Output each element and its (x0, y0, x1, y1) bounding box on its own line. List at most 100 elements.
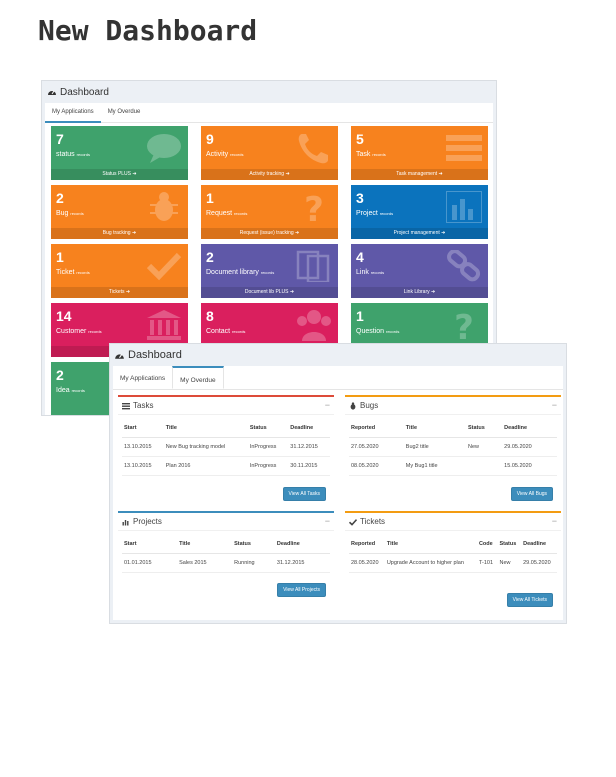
tile-footer-link[interactable]: Request (issue) tracking ➜ (201, 228, 338, 239)
bug-icon (350, 401, 356, 410)
tab-my-overdue[interactable]: My Overdue (107, 109, 141, 115)
bar-chart-icon (446, 191, 482, 223)
tile-footer-link[interactable]: Link Library ➜ (351, 287, 488, 298)
projects-table: Start Title Status Deadline 01.01.2015 Sales … (122, 535, 330, 573)
table-cell: 28.05.2020 (349, 553, 385, 573)
tile-unit: records (372, 152, 386, 157)
column-header: Deadline (274, 535, 330, 554)
app-tile[interactable]: 5 Task records Task management ➜ (351, 126, 488, 180)
table-cell: 01.01.2015 (122, 553, 178, 573)
panel-header: Tasks − (118, 397, 334, 415)
bar-chart-icon (122, 519, 129, 525)
table-row[interactable]: 01.01.2015 Sales 2015 Running 31.12.2015 (122, 553, 330, 573)
tile-footer-link[interactable]: Document lib PLUS ➜ (201, 287, 338, 298)
tab-my-applications[interactable]: My Applications (45, 103, 101, 123)
app-tile[interactable]: 7 status records Status PLUS ➜ (51, 126, 188, 180)
tile-title: Idea (56, 387, 70, 394)
tile-count: 5 (356, 131, 364, 147)
dashboard-header: Dashboard (42, 81, 496, 103)
tile-footer-label: Link Library (403, 289, 430, 295)
table-cell: New (466, 437, 503, 457)
list-icon (446, 135, 482, 161)
table-cell: Running (232, 553, 275, 573)
app-tile[interactable]: 2 Document library records Document lib PL… (201, 244, 338, 298)
table-cell: 31.12.2015 (274, 553, 330, 573)
column-header: Title (177, 535, 233, 554)
tile-footer-link[interactable]: Project management ➜ (351, 228, 488, 239)
table-cell: 31.12.2015 (288, 437, 330, 457)
app-tile[interactable]: 9 Activity records Activity tracking ➜ (201, 126, 338, 180)
table-cell: Plan 2016 (163, 456, 248, 476)
app-tile[interactable]: 2 Bug records Bug tracking ➜ (51, 185, 188, 239)
panel-header: Bugs − (345, 397, 561, 415)
tab-my-applications[interactable]: My Applications (120, 375, 166, 382)
table-row[interactable]: 08.05.2020 My Bug1 title 15.05.2020 (349, 456, 557, 476)
column-header: Start (122, 419, 164, 438)
tile-title: Bug (56, 210, 69, 217)
arrow-circle-right-icon: ➜ (132, 171, 137, 177)
collapse-icon[interactable]: − (551, 400, 557, 410)
collapse-icon[interactable]: − (551, 516, 557, 526)
tile-label: Project records (356, 210, 393, 217)
tile-unit: records (370, 270, 385, 275)
column-header: Status (497, 535, 522, 554)
table-cell: 27.05.2020 (349, 437, 404, 457)
arrow-circle-right-icon: ➜ (441, 230, 446, 236)
app-tile[interactable]: 4 Link records Link Library ➜ (351, 244, 488, 298)
tile-unit: records (88, 329, 102, 334)
tile-count: 7 (56, 131, 64, 147)
view-all-projects-button[interactable]: View All Projects (277, 583, 326, 597)
tile-count: 8 (206, 308, 214, 324)
panel-title: Projects (133, 517, 162, 526)
table-cell: T-101 (476, 553, 498, 573)
tile-footer-link[interactable]: Tickets ➜ (51, 287, 188, 298)
tile-footer-link[interactable]: Bug tracking ➜ (51, 228, 188, 239)
tile-unit: records (70, 211, 84, 216)
tile-footer-link[interactable]: Activity tracking ➜ (201, 169, 338, 180)
tile-footer-link[interactable]: Task management ➜ (351, 169, 488, 180)
table-row[interactable]: 28.05.2020 Upgrade Account to higher plan… (349, 553, 557, 573)
table-header-row: Start Title Status Deadline (122, 535, 330, 554)
table-row[interactable]: 13.10.2015 New Bug tracking model InProgre… (122, 437, 330, 457)
tile-title: Question (356, 328, 385, 335)
tile-label: Idea records (56, 387, 85, 394)
table-cell: 13.10.2015 (122, 456, 164, 476)
tile-footer-label: Task management (396, 171, 438, 177)
phone-icon (298, 134, 328, 164)
bug-icon (150, 192, 178, 221)
tab-my-overdue[interactable]: My Overdue (172, 366, 224, 389)
panel-title: Tasks (133, 401, 154, 410)
arrow-circle-right-icon: ➜ (131, 230, 137, 236)
tile-footer-link[interactable]: Status PLUS ➜ (51, 169, 188, 180)
tab-bar: My Applications My Overdue (45, 103, 493, 123)
tile-label: Request records (206, 210, 247, 217)
view-all-bugs-button[interactable]: View All Bugs (510, 487, 553, 501)
column-header: Code (476, 535, 498, 554)
tasks-panel: Tasks − Start Title Status Deadline 13.10.20… (118, 395, 334, 505)
app-tile[interactable]: 1 Request records? Request (issue) trackin… (201, 185, 338, 239)
tile-footer-label: Status PLUS (102, 171, 132, 177)
app-tile[interactable]: 3 Project records Project management ➜ (351, 185, 488, 239)
column-header: Deadline (288, 419, 330, 438)
table-cell: 13.10.2015 (122, 437, 164, 457)
tile-count: 14 (56, 308, 72, 324)
collapse-icon[interactable]: − (324, 516, 330, 526)
collapse-icon[interactable]: − (324, 400, 330, 410)
view-all-tasks-button[interactable]: View All Tasks (282, 487, 326, 501)
tile-label: Activity records (206, 151, 243, 158)
table-row[interactable]: 27.05.2020 Bug2 title New 29.05.2020 (349, 437, 557, 457)
column-header: Title (403, 419, 466, 438)
dashboard-gauge-icon (115, 353, 124, 359)
link-icon (447, 250, 481, 282)
bugs-panel: Bugs − Reported Title Status Deadline 27.05.… (345, 395, 561, 505)
tile-title: Task (356, 151, 371, 158)
tile-count: 2 (56, 367, 64, 383)
view-all-tickets-button[interactable]: View All Tickets (506, 593, 553, 607)
table-cell: InProgress (247, 437, 289, 457)
overdue-box: My Applications My Overdue Tasks − Start… (113, 366, 563, 620)
table-row[interactable]: 13.10.2015 Plan 2016 InProgress 30.11.2015 (122, 456, 330, 476)
app-tile[interactable]: 1 Ticket records Tickets ➜ (51, 244, 188, 298)
tile-count: 1 (56, 249, 64, 265)
tile-label: Document library records (206, 269, 274, 276)
column-header: Status (247, 419, 289, 438)
